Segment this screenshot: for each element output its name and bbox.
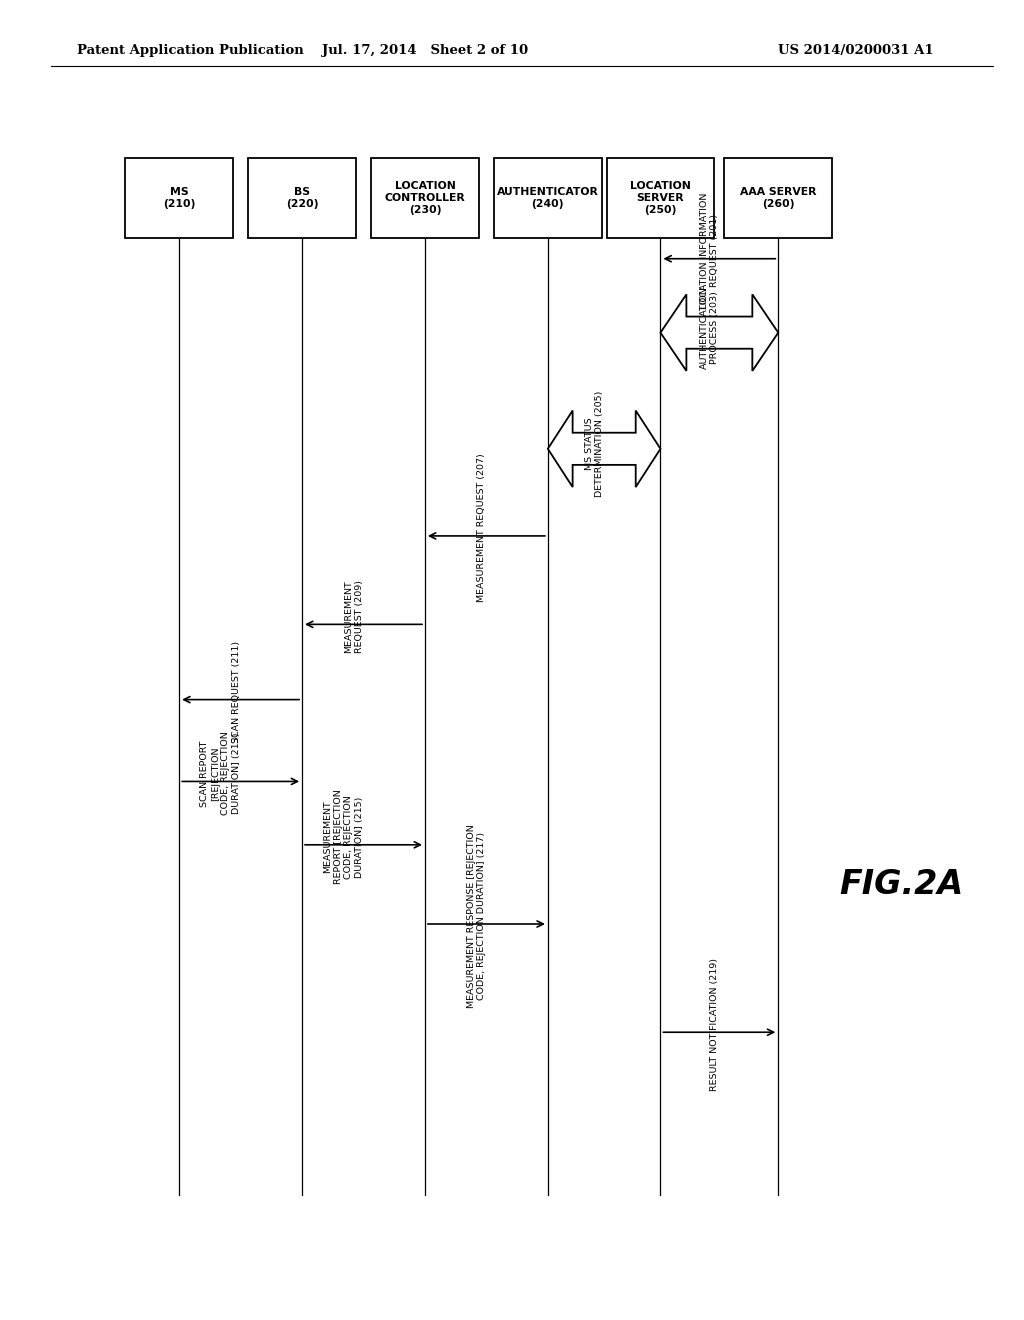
Text: MEASUREMENT REQUEST (207): MEASUREMENT REQUEST (207) <box>477 454 486 602</box>
Polygon shape <box>548 411 660 487</box>
Text: MEASUREMENT RESPONSE [REJECTION
CODE, REJECTION DURATION] (217): MEASUREMENT RESPONSE [REJECTION CODE, RE… <box>467 824 486 1008</box>
Text: US 2014/0200031 A1: US 2014/0200031 A1 <box>778 44 934 57</box>
Text: MEASUREMENT
REPORT [REJECTION
CODE, REJECTION
DURATION] (215): MEASUREMENT REPORT [REJECTION CODE, REJE… <box>324 789 364 884</box>
Text: AUTHENTICATOR
(240): AUTHENTICATOR (240) <box>497 187 599 209</box>
Bar <box>606 158 715 238</box>
Polygon shape <box>660 294 778 371</box>
Text: Patent Application Publication: Patent Application Publication <box>77 44 303 57</box>
Bar <box>248 158 356 238</box>
Text: BS
(220): BS (220) <box>286 187 318 209</box>
Text: LOCATION
CONTROLLER
(230): LOCATION CONTROLLER (230) <box>385 181 465 215</box>
Bar <box>371 158 478 238</box>
Text: RESULT NOTIFICATION (219): RESULT NOTIFICATION (219) <box>711 958 719 1090</box>
Text: MEASUREMENT
REQUEST (209): MEASUREMENT REQUEST (209) <box>344 579 364 653</box>
Text: FIG.2A: FIG.2A <box>839 869 964 900</box>
Bar <box>125 158 232 238</box>
Text: SCAN REQUEST (211): SCAN REQUEST (211) <box>231 640 241 743</box>
Text: LOCATION
SERVER
(250): LOCATION SERVER (250) <box>630 181 691 215</box>
Text: Jul. 17, 2014   Sheet 2 of 10: Jul. 17, 2014 Sheet 2 of 10 <box>322 44 528 57</box>
Text: SCAN REPORT
[REJECTION
CODE, REJECTION
DURATION] (213): SCAN REPORT [REJECTION CODE, REJECTION D… <box>201 731 241 816</box>
Text: LOCATION INFORMATION
REQUEST (201): LOCATION INFORMATION REQUEST (201) <box>700 193 719 309</box>
Bar <box>725 158 831 238</box>
Text: AUTHENTICATION
PROCESS (203): AUTHENTICATION PROCESS (203) <box>700 286 719 368</box>
Bar <box>495 158 602 238</box>
Text: MS
(210): MS (210) <box>163 187 196 209</box>
Text: MS STATUS
DETERMINATION (205): MS STATUS DETERMINATION (205) <box>585 391 604 496</box>
Text: AAA SERVER
(260): AAA SERVER (260) <box>740 187 816 209</box>
